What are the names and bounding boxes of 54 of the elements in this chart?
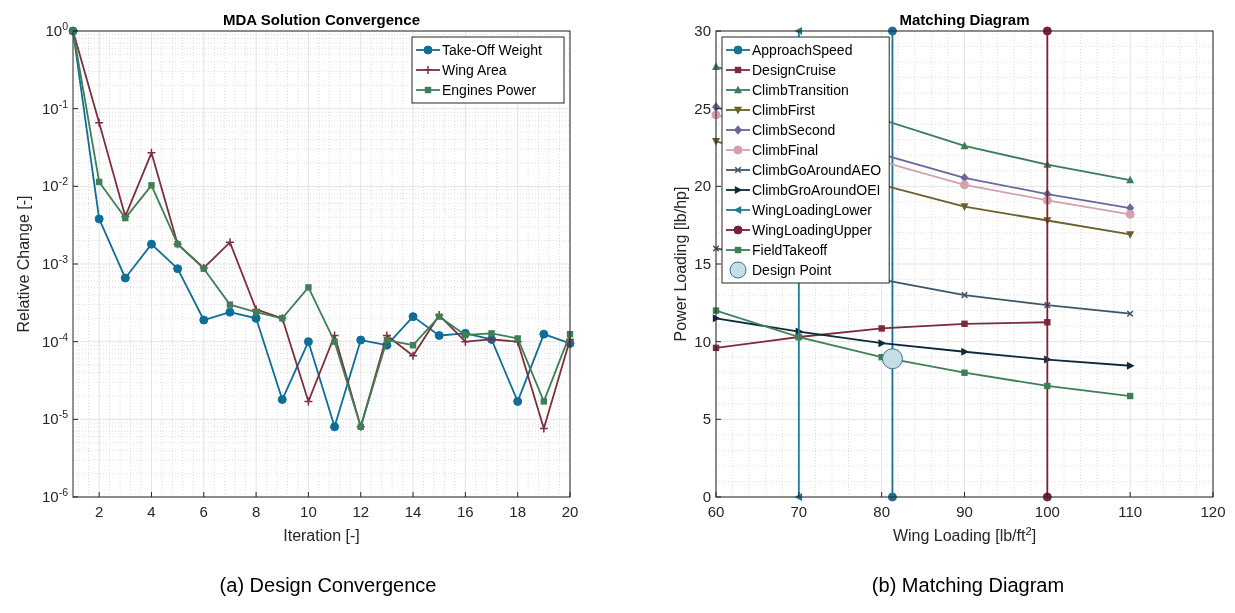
y-tick-label: 10$^{-4}$ [41,330,69,350]
y-axis-title: Power Loading [lb/hp] [672,186,689,342]
legend-label: ClimbTransition [752,82,849,98]
x-tick-label: 14 [404,503,422,520]
x-tick-label: 4 [147,503,156,520]
legend-label: Engines Power [442,82,537,98]
x-tick-label: 8 [251,503,261,520]
y-tick-label: 10$^{-1}$ [41,97,69,117]
x-tick-label: 20 [561,503,579,520]
x-tick-label: 80 [873,503,891,520]
legend-label: ClimbGroAroundOEI [752,182,881,198]
y-axis-title: Relative Change [-] [15,195,32,333]
legend-label: WingLoadingUpper [752,222,873,238]
legend-label: ClimbSecond [752,122,836,138]
x-tick-label: 70 [790,503,808,520]
text: (a) Design Convergence [219,574,437,596]
legend-label: WingLoadingLower [752,202,873,218]
x-tick-label: 12 [352,503,370,520]
y-tick-label: 10$^{-6}$ [41,486,69,505]
x-tick-label: 120 [1200,503,1226,520]
x-tick-label: 18 [509,503,527,520]
legend-label: Wing Area [442,62,507,78]
x-tick-label: 2 [94,503,104,520]
legend-label: DesignCruise [752,62,837,78]
chart-title: MDA Solution Convergence [223,11,420,28]
x-tick-label: 110 [1118,503,1143,520]
y-tick-label: 10$^{-5}$ [41,408,69,428]
legend-label: ClimbFinal [752,142,819,158]
y-tick-label: 0 [702,488,711,505]
chart-title: Matching Diagram [899,11,1030,28]
legend-label: FieldTakeoff [752,242,828,258]
x-tick-label: 16 [457,503,474,520]
legend-label: ApproachSpeed [752,42,853,58]
x-tick-label: 100 [1034,503,1060,520]
x-tick-label: 10 [300,503,317,520]
y-tick-label: 15 [694,255,711,272]
y-tick-label: 10$^{0}$ [45,20,69,39]
x-axis-title: Wing Loading [lb/ft$^{2}$] [892,525,1037,544]
y-tick-label: 25 [694,99,711,117]
legend-label: ClimbFirst [752,102,816,118]
y-tick-label: 5 [702,410,711,428]
y-tick-label: 10 [694,332,711,350]
y-tick-label: 20 [694,177,711,195]
legend-label: ClimbGoAroundAEO [752,162,882,178]
x-tick-label: 60 [707,503,725,520]
text: (b) Matching Diagram [871,574,1065,596]
y-tick-label: 10$^{-2}$ [41,175,69,195]
x-axis-title: Iteration [-] [283,527,360,544]
legend-label: Design Point [752,262,832,278]
x-tick-label: 90 [956,503,973,520]
y-tick-label: 30 [694,22,711,39]
y-tick-label: 10$^{-3}$ [41,253,69,272]
x-tick-label: 6 [199,503,208,520]
legend-label: Take-Off Weight [442,42,542,58]
